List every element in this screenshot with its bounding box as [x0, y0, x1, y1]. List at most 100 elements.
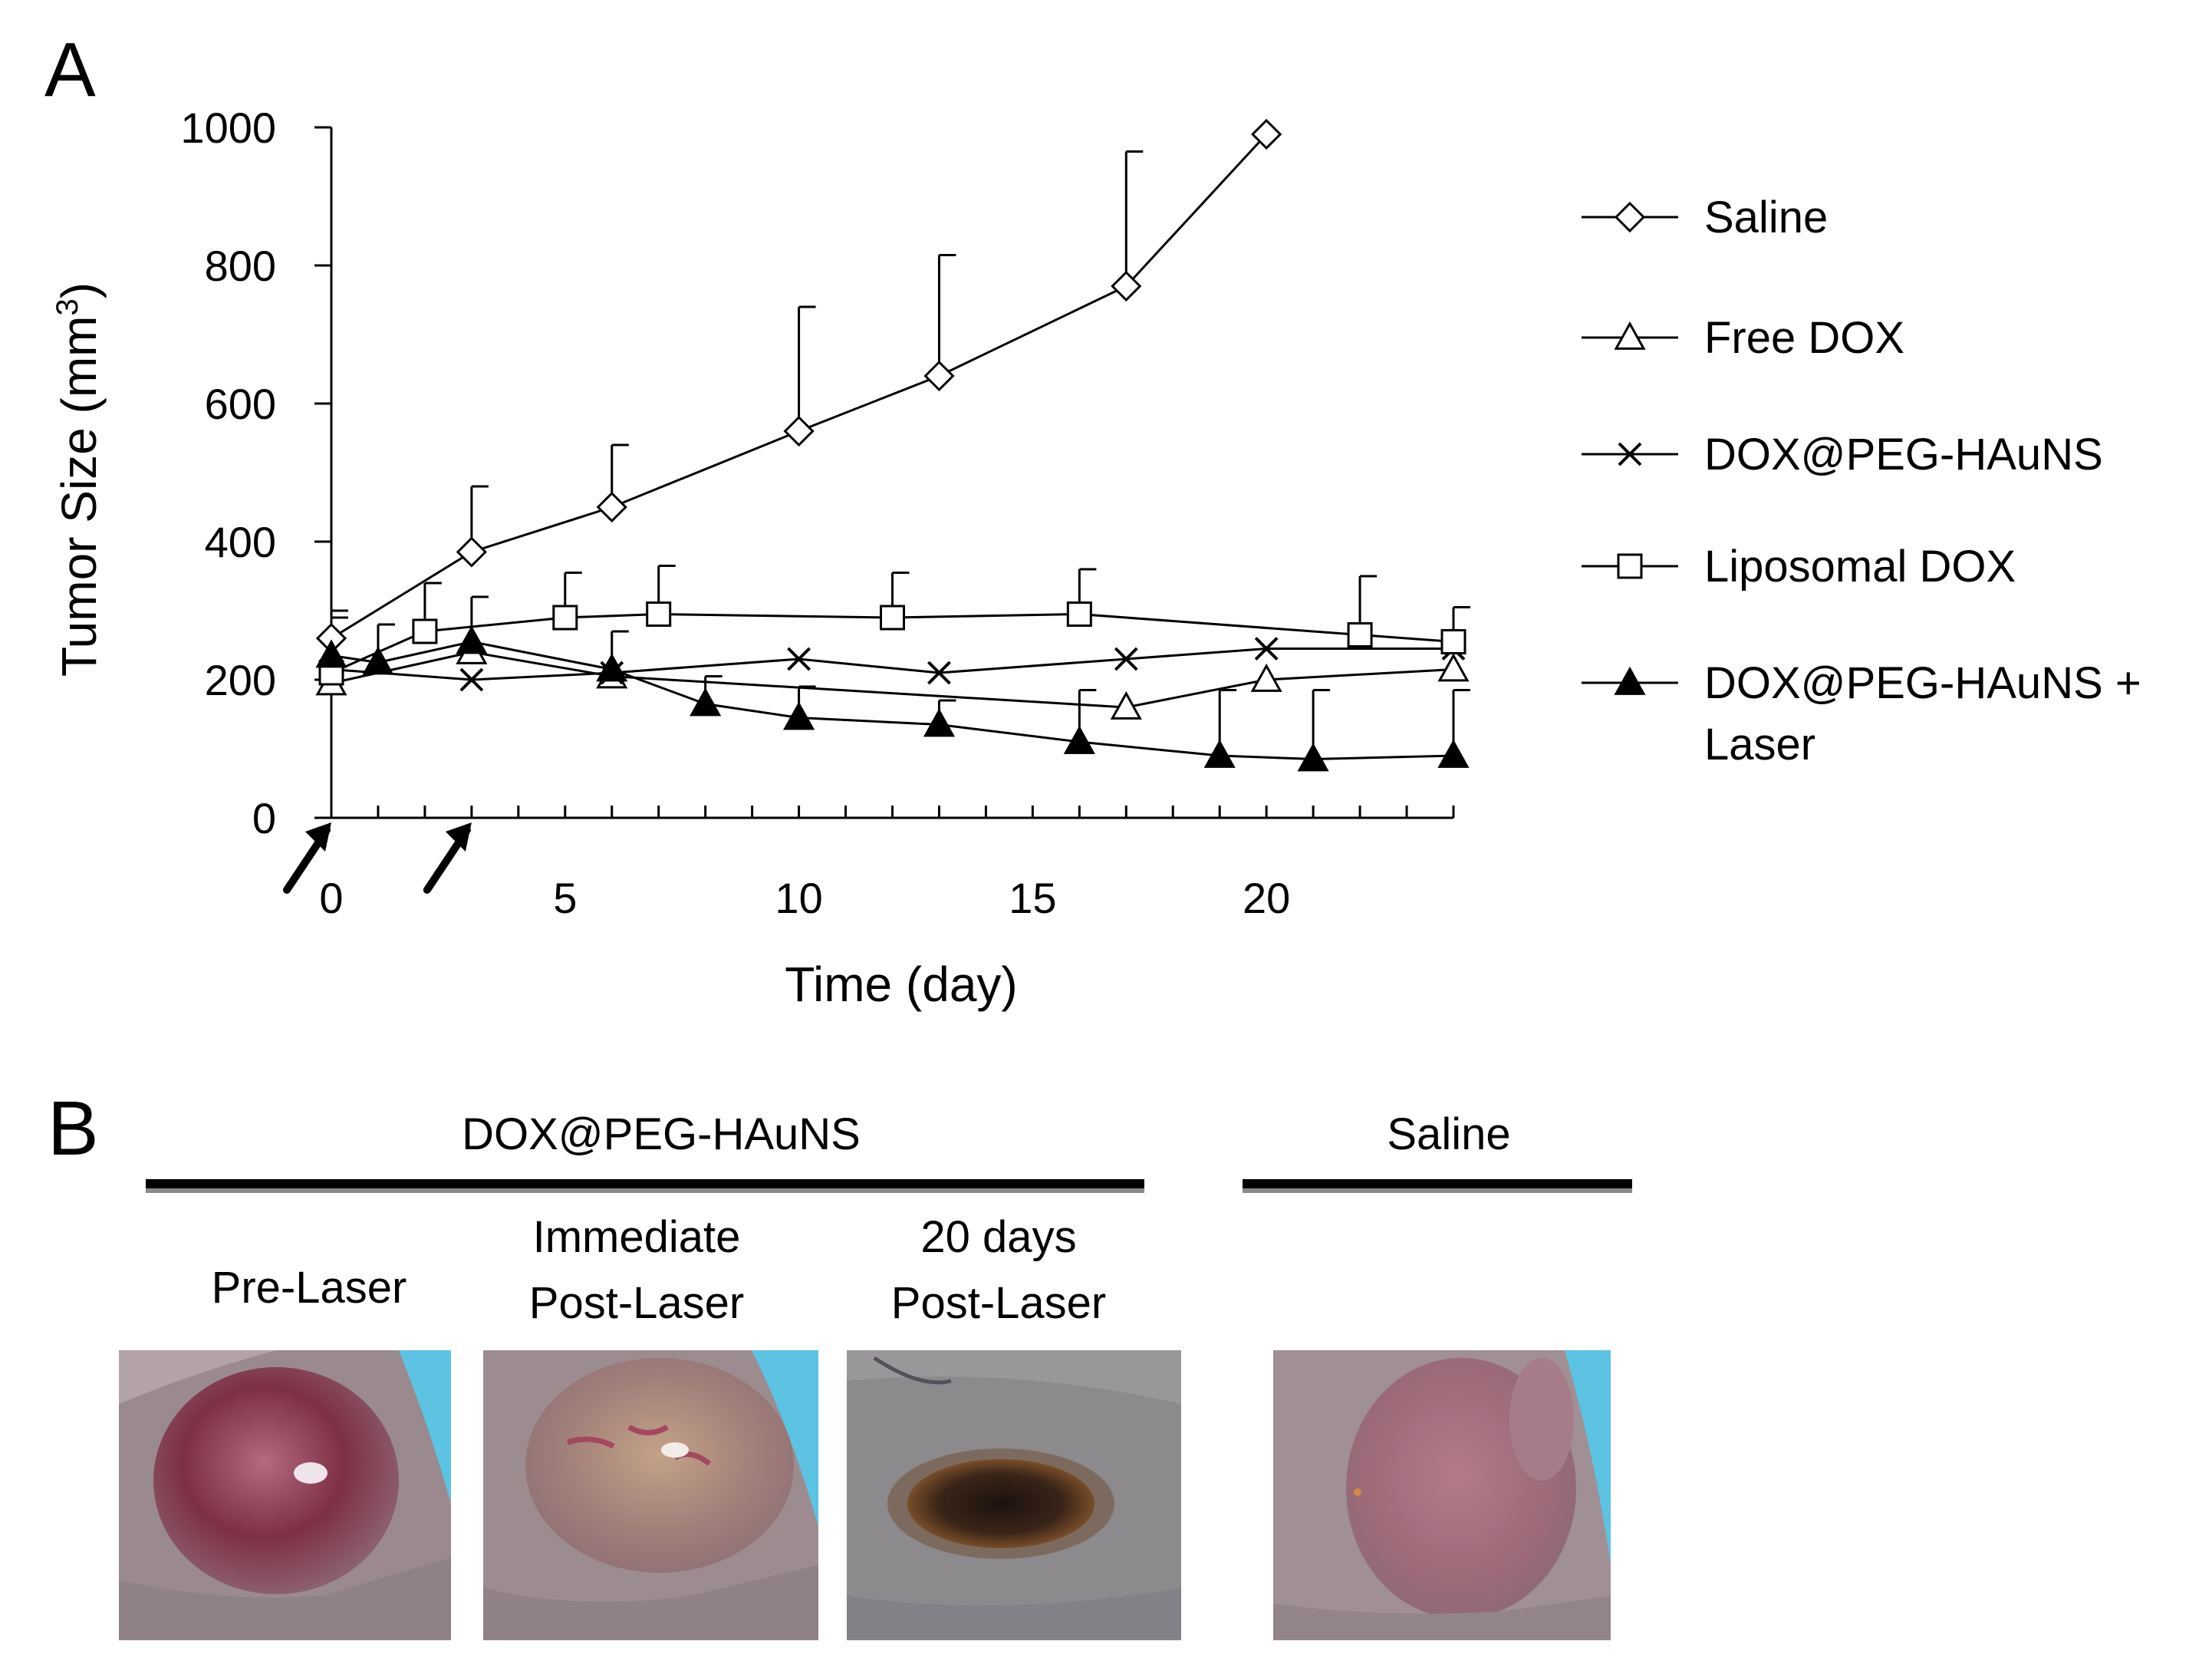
legend-label-4: DOX@PEG-HAuNS + — [1704, 658, 2141, 708]
series-line-2 — [331, 648, 1453, 681]
legend-marker-3 — [1617, 553, 1643, 579]
marker-s4-p7 — [1063, 725, 1095, 754]
marker-s3-p3 — [646, 601, 672, 627]
x-tick-labels: 0 5 10 15 20 — [319, 874, 1290, 922]
marker-s3-p7 — [1440, 629, 1466, 654]
photo-pre-laser — [119, 1350, 451, 1640]
series-lines — [331, 133, 1454, 761]
series-line-4 — [331, 640, 1454, 761]
series-line-1 — [331, 651, 1454, 709]
x-tick-label-5: 5 — [553, 874, 577, 922]
legend-entry-0: Saline — [1582, 193, 1828, 242]
y-tick-label-400: 400 — [205, 518, 276, 566]
x-tick-label-10: 10 — [775, 874, 822, 922]
marker-s1-p4 — [1250, 663, 1282, 692]
marker-s4-p0 — [315, 639, 347, 668]
chart-axes — [314, 126, 1455, 819]
legend-label-2: DOX@PEG-HAuNS — [1704, 430, 2103, 479]
y-tick-labels: 0 200 400 600 800 1000 — [180, 104, 276, 842]
marker-s4-p5 — [783, 701, 815, 730]
injection-arrow-day-0 — [283, 822, 331, 894]
x-tick-label-20: 20 — [1243, 874, 1290, 922]
marker-s0-p1 — [456, 536, 487, 568]
y-axis-label: Tumor Size (mm3) — [51, 282, 107, 677]
marker-s0-p6 — [1251, 118, 1282, 150]
marker-s1-p5 — [1437, 653, 1470, 682]
legend-entry-3: Liposomal DOX — [1582, 542, 2016, 592]
photo-20-days-post-laser — [847, 1350, 1181, 1640]
y-tick-label-200: 200 — [205, 656, 276, 704]
y-tick-label-0: 0 — [252, 794, 276, 842]
marker-s4-p2 — [456, 625, 488, 654]
marker-s2-p6 — [1254, 637, 1279, 661]
injection-arrow-day-3 — [423, 822, 472, 894]
marker-s3-p1 — [412, 618, 438, 644]
group-bar-dox-shadow — [146, 1188, 1144, 1193]
legend-entry-2: DOX@PEG-HAuNS — [1582, 430, 2103, 479]
marker-s3-p4 — [880, 605, 905, 631]
marker-s2-p1 — [459, 667, 484, 692]
legend-entry-1: Free DOX — [1582, 313, 1904, 363]
marker-s0-p3 — [783, 415, 815, 447]
marker-s2-p3 — [787, 647, 811, 671]
legend-marker-1 — [1614, 321, 1646, 350]
marker-s2-p4 — [927, 661, 951, 685]
error-bar-s0-p5 — [1124, 150, 1144, 286]
marker-s3-p6 — [1347, 622, 1373, 648]
y-tick-label-600: 600 — [205, 380, 276, 428]
marker-s4-p8 — [1203, 739, 1236, 768]
marker-s4-p6 — [923, 708, 956, 737]
photo-saline — [1273, 1350, 1611, 1640]
legend-label-0: Saline — [1704, 193, 1828, 242]
x-tick-label-15: 15 — [1009, 874, 1056, 922]
marker-s1-p3 — [1110, 690, 1142, 720]
legend-label-3: Liposomal DOX — [1704, 542, 2016, 592]
y-axis-label-sup: 3 — [51, 298, 84, 315]
y-axis-label-close: ) — [51, 282, 107, 298]
group-bar-saline — [1243, 1179, 1632, 1188]
marker-s4-p9 — [1297, 743, 1329, 772]
caption-pre-laser: Pre-Laser — [212, 1263, 407, 1313]
series-line-3 — [331, 612, 1454, 674]
y-axis-label-main: Tumor Size (mm — [51, 316, 107, 677]
caption-immediate-line1: Immediate — [533, 1212, 741, 1262]
caption-20days-line2: Post-Laser — [891, 1278, 1106, 1328]
panel-a-label: A — [44, 27, 96, 113]
marker-s0-p5 — [1111, 270, 1142, 302]
marker-s2-p5 — [1114, 647, 1138, 671]
legend-marker-2 — [1618, 442, 1642, 466]
group-header-saline: Saline — [1387, 1109, 1510, 1159]
tumor-size-chart: 0 5 10 15 20 0 200 400 600 800 1000 Time (day) Tu… — [51, 104, 2141, 1012]
group-bar-saline-shadow — [1243, 1188, 1632, 1193]
legend-marker-0 — [1614, 201, 1646, 233]
group-bar-dox — [146, 1179, 1144, 1188]
injection-arrows — [283, 822, 472, 894]
caption-immediate-line2: Post-Laser — [529, 1278, 744, 1328]
chart-legend: Saline Free DOX DOX@PEG-HAuNS Liposomal DOX… — [1582, 193, 2141, 769]
marker-s4-p10 — [1437, 739, 1470, 768]
marker-s4-p1 — [362, 646, 394, 675]
y-tick-label-800: 800 — [205, 242, 276, 290]
marker-s0-p2 — [596, 491, 627, 523]
error-bar-s0-p3 — [798, 305, 816, 431]
group-header-dox: DOX@PEG-HAuNS — [462, 1109, 861, 1159]
x-tick-label-0: 0 — [319, 874, 343, 922]
caption-20days-line1: 20 days — [920, 1212, 1076, 1262]
legend-label-1: Free DOX — [1704, 313, 1904, 363]
error-bar-s0-p4 — [937, 254, 956, 376]
marker-s3-p2 — [552, 605, 578, 631]
legend-entry-4: DOX@PEG-HAuNS + Laser — [1582, 658, 2141, 769]
panel-b-label: B — [48, 1086, 99, 1171]
series-markers — [315, 118, 1470, 772]
y-tick-label-1000: 1000 — [180, 104, 276, 152]
x-axis-label: Time (day) — [785, 957, 1017, 1012]
photo-immediate-post-laser — [483, 1350, 818, 1640]
marker-s4-p3 — [596, 653, 628, 682]
legend-marker-4 — [1614, 666, 1646, 695]
panel-b-photos: DOX@PEG-HAuNS Saline Pre-Laser Immediate… — [119, 1109, 1632, 1640]
marker-s4-p4 — [690, 687, 722, 717]
marker-s0-p4 — [923, 360, 955, 392]
marker-s3-p5 — [1066, 601, 1092, 627]
legend-label-4-line2: Laser — [1704, 720, 1815, 769]
